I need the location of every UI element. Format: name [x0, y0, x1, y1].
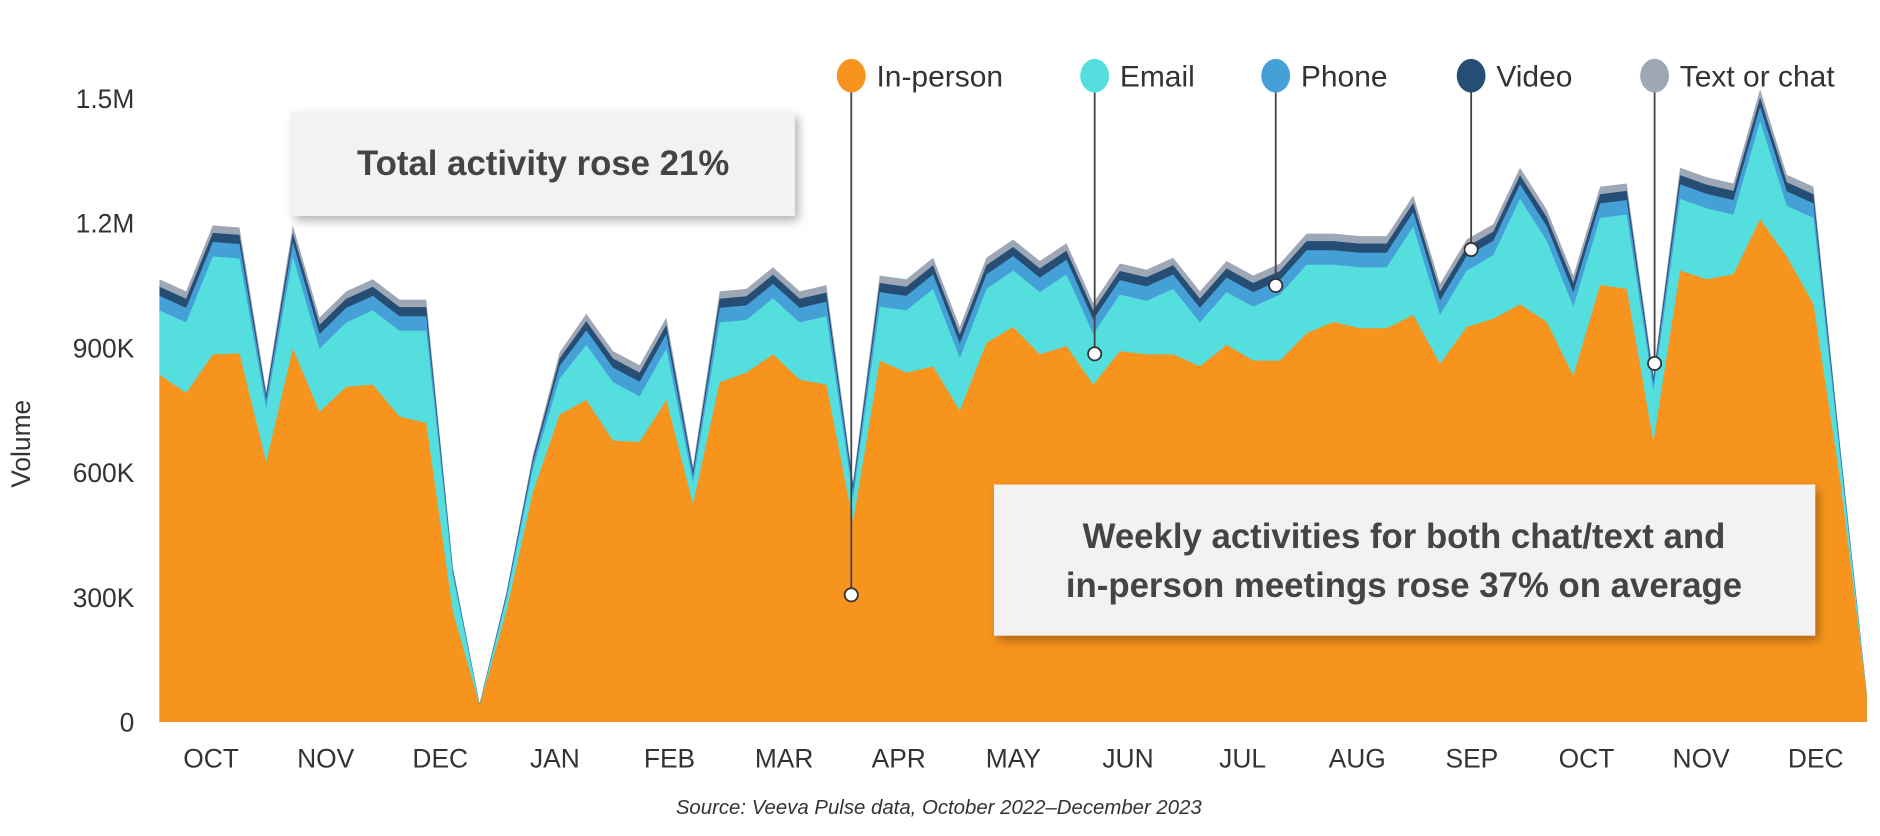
- callout-pin-icon: [843, 587, 859, 603]
- y-tick-label: 0: [120, 708, 135, 738]
- x-tick-label: NOV: [297, 744, 355, 774]
- legend-item: Email: [1080, 58, 1195, 362]
- legend-label: Email: [1120, 60, 1195, 93]
- y-tick-label: 1.5M: [76, 84, 135, 114]
- x-tick-label: OCT: [1559, 744, 1615, 774]
- y-axis: 0 300K 600K 900K 1.2M 1.5M Volume: [6, 84, 135, 737]
- legend-swatch-icon: [1080, 58, 1110, 93]
- callout-pin-icon: [1268, 278, 1284, 294]
- legend-swatch-icon: [1261, 58, 1291, 93]
- x-tick-label: APR: [872, 744, 926, 774]
- legend-label: Text or chat: [1680, 60, 1836, 93]
- x-tick-label: DEC: [1788, 744, 1844, 774]
- y-tick-label: 600K: [73, 458, 135, 488]
- x-tick-label: FEB: [644, 744, 695, 774]
- y-tick-label: 900K: [73, 333, 135, 363]
- x-tick-label: SEP: [1445, 744, 1498, 774]
- legend-label: Video: [1496, 60, 1572, 93]
- y-tick-label: 300K: [73, 583, 135, 613]
- callout-pin-icon: [1087, 346, 1103, 362]
- y-tick-label: 1.2M: [76, 209, 135, 239]
- legend-label: In-person: [876, 60, 1003, 93]
- x-tick-label: JUL: [1219, 744, 1266, 774]
- x-axis: OCT NOV DEC JAN FEB MAR APR MAY JUN JUL AUG SEP OCT N…: [183, 744, 1843, 774]
- annotation-total-text: Total activity rose 21%: [357, 145, 729, 183]
- source-note: Source: Veeva Pulse data, October 2022–D…: [676, 797, 1203, 819]
- callout-pin-icon: [1463, 242, 1479, 258]
- annotation-weekly-line1: Weekly activities for both chat/text and: [1083, 518, 1726, 556]
- y-axis-label: Volume: [6, 400, 36, 488]
- legend: In-person Email Phone Video Text or chat: [836, 58, 1836, 603]
- annotation-weekly: Weekly activities for both chat/text and…: [993, 484, 1816, 636]
- x-tick-label: AUG: [1329, 744, 1386, 774]
- x-tick-label: MAY: [986, 744, 1041, 774]
- legend-item: Text or chat: [1640, 58, 1836, 371]
- x-tick-label: JAN: [530, 744, 580, 774]
- x-tick-label: MAR: [755, 744, 814, 774]
- legend-label: Phone: [1301, 60, 1388, 93]
- x-tick-label: DEC: [412, 744, 468, 774]
- annotation-total: Total activity rose 21%: [291, 111, 795, 216]
- legend-swatch-icon: [836, 58, 866, 93]
- legend-swatch-icon: [1456, 58, 1486, 93]
- callout-pin-icon: [1647, 355, 1663, 371]
- legend-swatch-icon: [1640, 58, 1669, 93]
- legend-item: Phone: [1261, 58, 1388, 294]
- legend-item: Video: [1456, 58, 1572, 258]
- annotation-weekly-line2: in-person meetings rose 37% on average: [1066, 567, 1742, 605]
- legend-item: In-person: [836, 58, 1003, 603]
- x-tick-label: NOV: [1673, 744, 1731, 774]
- x-tick-label: OCT: [183, 744, 239, 774]
- x-tick-label: JUN: [1102, 744, 1153, 774]
